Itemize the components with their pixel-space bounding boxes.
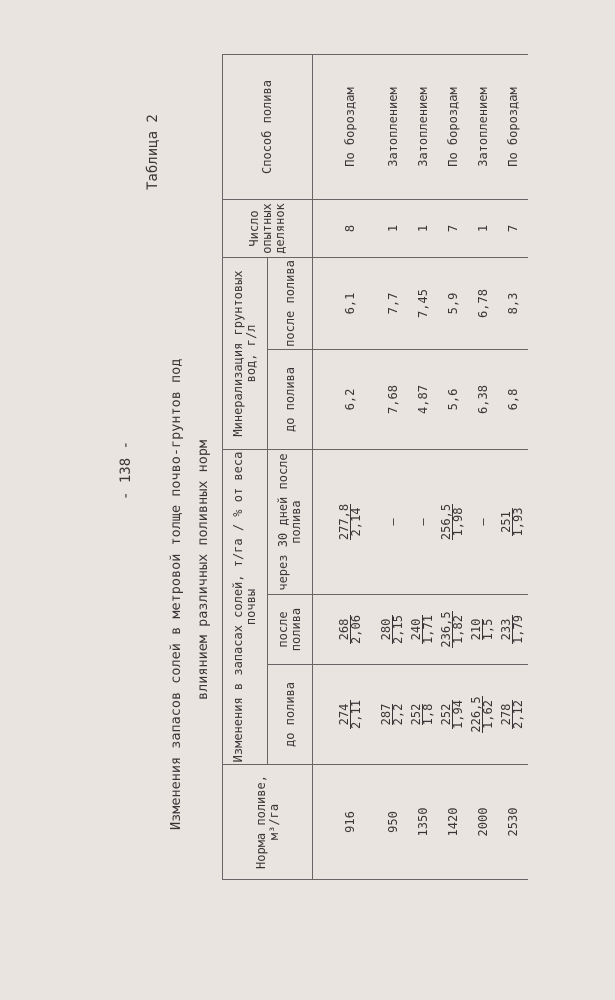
cell-plots: 7 <box>498 199 528 258</box>
cell-salt-30days: 251 1,93 <box>498 449 528 595</box>
cell-norm: 1420 <box>438 764 468 880</box>
fraction: 240 1,71 <box>409 615 435 644</box>
cell-min-after: 5,9 <box>438 257 468 350</box>
header-method: Способ полива <box>222 54 313 200</box>
cell-min-after: 7,7 <box>378 257 408 350</box>
cell-min-before: 5,6 <box>438 349 468 450</box>
fraction: 210 1,5 <box>469 618 495 641</box>
cell-norm: 2530 <box>498 764 528 880</box>
fraction: 278 2,12 <box>499 700 525 729</box>
cell-salt-30days: – <box>408 449 438 595</box>
cell-salt-after: 240 1,71 <box>408 594 438 665</box>
cell-salt-before: 287 2,2 <box>378 664 408 765</box>
cell-min-before: 4,87 <box>408 349 438 450</box>
cell-norm: 950 <box>378 764 408 880</box>
cell-salt-before: 252 1,94 <box>438 664 468 765</box>
cell-salt-before: 278 2,12 <box>498 664 528 765</box>
cell-min-before: 6,8 <box>498 349 528 450</box>
header-salt-change: Изменения в запасах солей, т/га / % от в… <box>222 449 268 765</box>
cell-method: Затоплением <box>378 54 408 200</box>
cell-salt-after: 210 1,5 <box>468 594 498 665</box>
table-row: 2000 226,5 1,62 210 1,5 – 6,38 6,78 1 Зато… <box>468 54 498 880</box>
header-salt-after: после полива <box>267 594 313 665</box>
header-min-after: после полива <box>267 257 313 350</box>
table-row: 1420 252 1,94 236,5 1,82 256,5 1,98 5,6 5,9… <box>438 54 468 880</box>
fraction: 256,5 1,98 <box>439 503 465 541</box>
header-salt-30days: через 30 дней после полива <box>267 449 313 595</box>
cell-salt-30days: – <box>468 449 498 595</box>
header-mineralization: Минерализация грунтовых вод, г/л <box>222 257 268 450</box>
fraction: 252 1,94 <box>439 700 465 729</box>
cell-method: Затоплением <box>468 54 498 200</box>
cell-salt-after: 233 1,79 <box>498 594 528 665</box>
cell-salt-after: 280 2,15 <box>378 594 408 665</box>
table-label: Таблица 2 <box>145 114 161 190</box>
cell-salt-after: 268 2,06 <box>312 594 378 665</box>
cell-norm: 916 <box>312 764 378 880</box>
cell-min-after: 8,3 <box>498 257 528 350</box>
cell-min-before: 7,68 <box>378 349 408 450</box>
header-min-before: до полива <box>267 349 313 450</box>
cell-salt-after: 236,5 1,82 <box>438 594 468 665</box>
fraction: 226,5 1,62 <box>469 696 495 733</box>
cell-plots: 1 <box>378 199 408 258</box>
fraction: 252 1,8 <box>409 703 435 726</box>
fraction: 233 1,79 <box>499 615 525 644</box>
cell-min-after: 7,45 <box>408 257 438 350</box>
cell-method: По бороздам <box>312 54 378 200</box>
cell-method: Затоплением <box>408 54 438 200</box>
cell-salt-30days: 256,5 1,98 <box>438 449 468 595</box>
header-plots: Число опытных делянок <box>222 199 313 258</box>
table-row: 950 287 2,2 280 2,15 – 7,68 7,7 1 Затоплен… <box>378 54 408 880</box>
cell-salt-30days: – <box>378 449 408 595</box>
table-row: 2530 278 2,12 233 1,79 251 1,93 6,8 8,3 7 П… <box>498 54 528 880</box>
fraction: 277,8 2,14 <box>336 503 363 541</box>
cell-salt-before: 274 2,11 <box>312 664 378 765</box>
cell-method: По бороздам <box>498 54 528 200</box>
cell-plots: 7 <box>438 199 468 258</box>
cell-method: По бороздам <box>438 54 468 200</box>
cell-min-after: 6,78 <box>468 257 498 350</box>
header-salt-before: до полива <box>267 664 313 765</box>
cell-salt-before: 252 1,8 <box>408 664 438 765</box>
fraction: 274 2,11 <box>336 700 363 729</box>
header-norm: Норма поливе, м³/га <box>222 764 313 880</box>
cell-min-before: 6,2 <box>312 349 378 450</box>
cell-plots: 1 <box>468 199 498 258</box>
table-title-line2: влиянием различных поливных норм <box>195 439 211 700</box>
page-number: - 138 - <box>118 440 134 500</box>
fraction: 236,5 1,82 <box>439 611 465 648</box>
cell-norm: 1350 <box>408 764 438 880</box>
cell-salt-30days: 277,8 2,14 <box>312 449 378 595</box>
fraction: 268 2,06 <box>336 615 363 644</box>
cell-plots: 8 <box>312 199 378 258</box>
fraction: 251 1,93 <box>499 507 525 537</box>
cell-salt-before: 226,5 1,62 <box>468 664 498 765</box>
cell-norm: 2000 <box>468 764 498 880</box>
fraction: 287 2,2 <box>379 703 405 726</box>
table-row: 916 274 2,11 268 2,06 277,8 2,14 6,2 6,1 8 … <box>312 54 378 880</box>
fraction: 280 2,15 <box>379 615 405 644</box>
cell-plots: 1 <box>408 199 438 258</box>
data-table: Норма поливе, м³/га Изменения в запасах … <box>222 54 528 880</box>
cell-min-after: 6,1 <box>312 257 378 350</box>
table-title-line1: Изменения запасов солей в метровой толще… <box>168 358 184 830</box>
cell-min-before: 6,38 <box>468 349 498 450</box>
table-row: 1350 252 1,8 240 1,71 – 4,87 7,45 1 Затопл… <box>408 54 438 880</box>
